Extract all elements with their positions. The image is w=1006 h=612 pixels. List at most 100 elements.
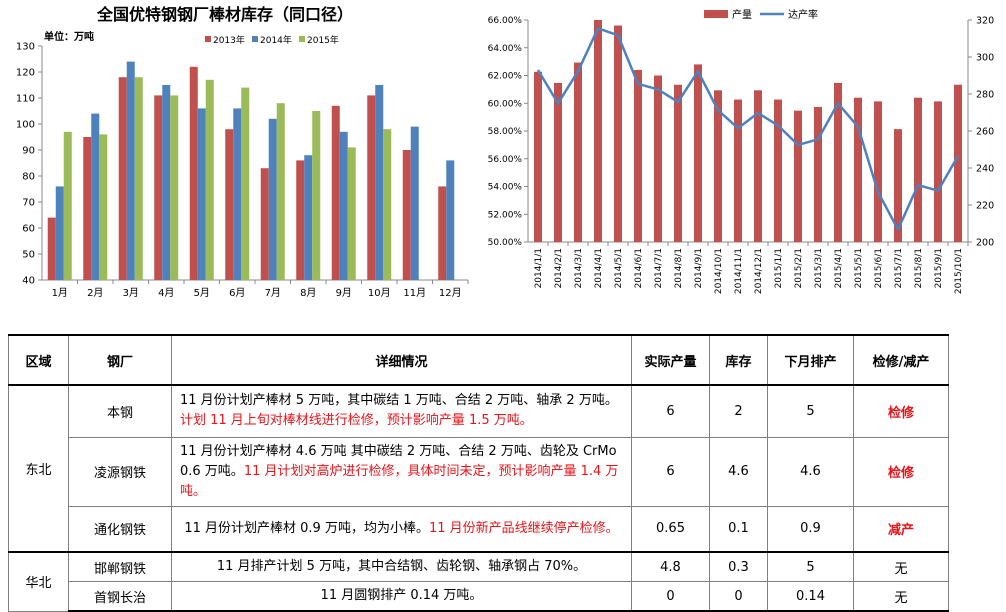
status-cell: 检修 (853, 384, 949, 438)
bar-output (794, 110, 802, 243)
y-tick-label: 110 (16, 94, 35, 105)
next-month-cell: 0.14 (767, 581, 854, 612)
stock-cell: 4.6 (709, 436, 768, 507)
table-row: 东北 本钢 11 月份计划产棒材 5 万吨，其中碳结 1 万吨、合结 2 万吨、… (8, 384, 949, 553)
legend-swatch (205, 36, 211, 42)
x-tick-label: 2014/5/1 (614, 248, 624, 288)
bar-2013年 (83, 137, 92, 280)
y-tick-label: 130 (16, 42, 35, 53)
bar-output (534, 71, 542, 242)
bar-2013年 (154, 95, 163, 281)
bar-output (854, 97, 862, 242)
x-tick-label: 2014/3/1 (574, 248, 584, 288)
x-tick-label: 2014/6/1 (634, 248, 644, 288)
header-region: 区域 (8, 334, 69, 386)
x-tick-label: 8月 (300, 287, 316, 299)
x-tick-label: 10月 (368, 287, 391, 299)
y-tick-label: 70 (22, 198, 35, 209)
detail-highlight: 11 月计划对高炉进行检修，具体时间未定，预计影响产量 1.4 万吨。 (180, 463, 619, 499)
stock-cell: 0.3 (709, 551, 768, 582)
y-left-tick-label: 66.00% (488, 16, 523, 26)
mill-cell: 首钢长治 (68, 581, 172, 612)
detail-cell: 11 月份计划产棒材 5 万吨，其中碳结 1 万吨、合结 2 万吨、轴承 2 万… (171, 384, 632, 438)
stock-cell: 0.1 (709, 505, 768, 553)
status-cell: 检修 (853, 436, 949, 507)
unit-label: 单位：万吨 (44, 30, 94, 43)
bar-output (894, 129, 902, 242)
bar-2015年 (170, 95, 179, 281)
x-tick-label: 2014/10/1 (714, 248, 724, 294)
output-cell: 4.8 (631, 551, 710, 582)
bar-2014年 (446, 160, 455, 280)
bar-2015年 (99, 134, 108, 280)
bar-2013年 (189, 66, 198, 280)
y-left-tick-label: 58.00% (488, 127, 523, 137)
stock-cell: 2 (709, 384, 768, 438)
x-tick-label: 2015/7/1 (894, 248, 904, 288)
y-tick-label: 40 (22, 276, 35, 287)
bar-2015年 (312, 111, 321, 280)
y-right-tick-label: 320 (976, 16, 994, 27)
header-next-month: 下月排产 (767, 334, 854, 386)
table-row: 首钢长治 11 月圆钢排产 0.14 万吨。 0 0 0.14 无 (9, 581, 949, 612)
x-tick-label: 12月 (439, 287, 462, 299)
x-tick-label: 9月 (336, 287, 352, 299)
detail-cell: 11 月份计划产棒材 4.6 万吨 其中碳结 2 万吨、合结 2 万吨、齿轮及 … (171, 436, 632, 507)
detail-text: 11 月份计划产棒材 4.6 万吨 其中碳结 2 万吨、合结 2 万吨、齿轮及 … (180, 443, 617, 479)
bar-2014年 (162, 85, 171, 280)
detail-cell: 11 月圆钢排产 0.14 万吨。 (171, 581, 632, 612)
output-cell: 0 (631, 581, 710, 612)
legend-swatch (299, 36, 305, 42)
bar-2014年 (339, 131, 348, 280)
y-tick-label: 90 (22, 146, 35, 157)
bar-2013年 (438, 186, 447, 280)
bar-output (734, 99, 742, 242)
bar-output (774, 99, 782, 242)
region-cell: 华北 (8, 551, 69, 612)
y-left-tick-label: 54.00% (488, 183, 523, 193)
x-tick-label: 2月 (87, 287, 103, 299)
bar-output (954, 84, 962, 242)
bar-output (714, 90, 722, 242)
bar-2015年 (383, 129, 392, 280)
table-row: 通化钢铁 11 月份计划产棒材 0.9 万吨，均为小棒。11 月份新产品线继续停… (9, 505, 949, 553)
y-left-tick-label: 64.00% (488, 44, 523, 54)
detail-cell: 11 月份计划产棒材 0.9 万吨，均为小棒。11 月份新产品线继续停产检修。 (171, 505, 632, 553)
bar-output (594, 20, 602, 242)
bar-2014年 (410, 126, 419, 280)
header-detail: 详细情况 (171, 334, 632, 386)
status-cell: 减产 (853, 505, 949, 553)
x-tick-label: 2015/9/1 (934, 248, 944, 288)
x-tick-label: 2014/4/1 (594, 248, 604, 288)
y-right-tick-label: 300 (976, 53, 994, 64)
mill-cell: 本钢 (68, 384, 172, 438)
status-cell: 无 (853, 551, 949, 582)
x-tick-label: 2015/10/1 (954, 248, 964, 294)
bar-output (634, 69, 642, 242)
detail-highlight: 计划 11 月上旬对棒材线进行检修，预计影响产量 1.5 万吨。 (180, 413, 533, 429)
bar-output (674, 84, 682, 242)
y-left-tick-label: 52.00% (488, 210, 523, 220)
bar-2014年 (233, 108, 242, 281)
next-month-cell: 5 (767, 384, 854, 438)
bar-output (934, 101, 942, 243)
detail-text: 11 月圆钢排产 0.14 万吨。 (320, 588, 483, 603)
header-stock: 库存 (709, 334, 768, 386)
bar-2013年 (225, 129, 234, 280)
detail-text: 11 月份计划产棒材 0.9 万吨，均为小棒。 (184, 520, 429, 536)
region-cell: 东北 (8, 384, 69, 553)
bar-2014年 (91, 113, 100, 280)
output-cell: 6 (631, 436, 710, 507)
bar-output (574, 62, 582, 242)
detail-text: 11 月份计划产棒材 5 万吨，其中碳结 1 万吨、合结 2 万吨、轴承 2 万… (180, 393, 618, 409)
mill-cell: 邯郸钢铁 (68, 551, 172, 582)
bar-2015年 (276, 103, 285, 280)
y-right-tick-label: 280 (976, 90, 994, 101)
y-tick-label: 50 (22, 250, 35, 261)
bar-2013年 (260, 168, 269, 280)
x-tick-label: 6月 (229, 287, 245, 299)
bar-2014年 (55, 186, 64, 280)
bar-output (694, 64, 702, 243)
y-right-tick-label: 200 (976, 238, 994, 249)
header-maintenance: 检修/减产 (853, 334, 949, 386)
